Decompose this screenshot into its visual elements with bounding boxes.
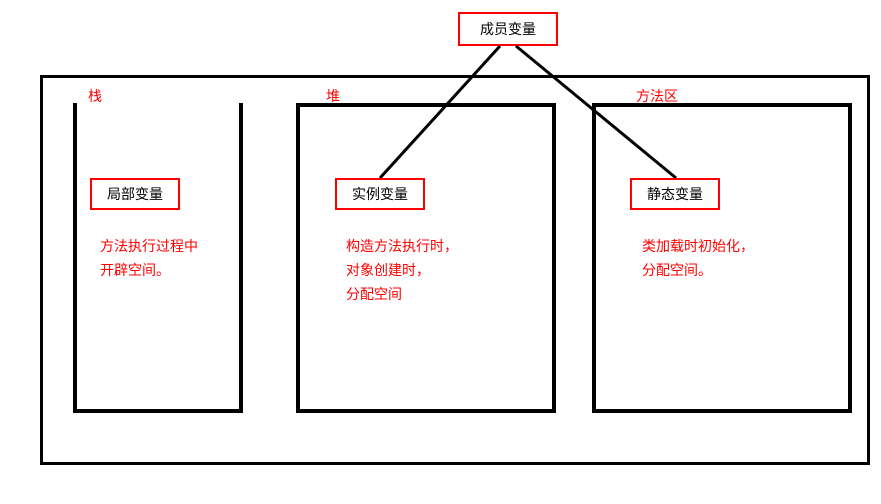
stack-desc-line-0: 方法执行过程中 [100,234,198,258]
root-member-variable-box: 成员变量 [458,12,558,46]
local-variable-box: 局部变量 [90,178,180,210]
heap-desc-line-2: 分配空间 [346,282,458,306]
heap-desc-line-0: 构造方法执行时， [346,234,458,258]
heap-desc-line-1: 对象创建时， [346,258,458,282]
stack-desc-line-1: 开辟空间。 [100,258,198,282]
method-area-desc-line-0: 类加载时初始化， [642,234,754,258]
stack-description: 方法执行过程中 开辟空间。 [100,234,198,282]
method-area-description: 类加载时初始化， 分配空间。 [642,234,754,282]
root-member-variable-label: 成员变量 [480,19,536,39]
heap-description: 构造方法执行时， 对象创建时， 分配空间 [346,234,458,306]
instance-variable-label: 实例变量 [352,184,408,204]
local-variable-label: 局部变量 [107,184,163,204]
method-area-desc-line-1: 分配空间。 [642,258,754,282]
instance-variable-box: 实例变量 [335,178,425,210]
static-variable-box: 静态变量 [630,178,720,210]
static-variable-label: 静态变量 [647,184,703,204]
